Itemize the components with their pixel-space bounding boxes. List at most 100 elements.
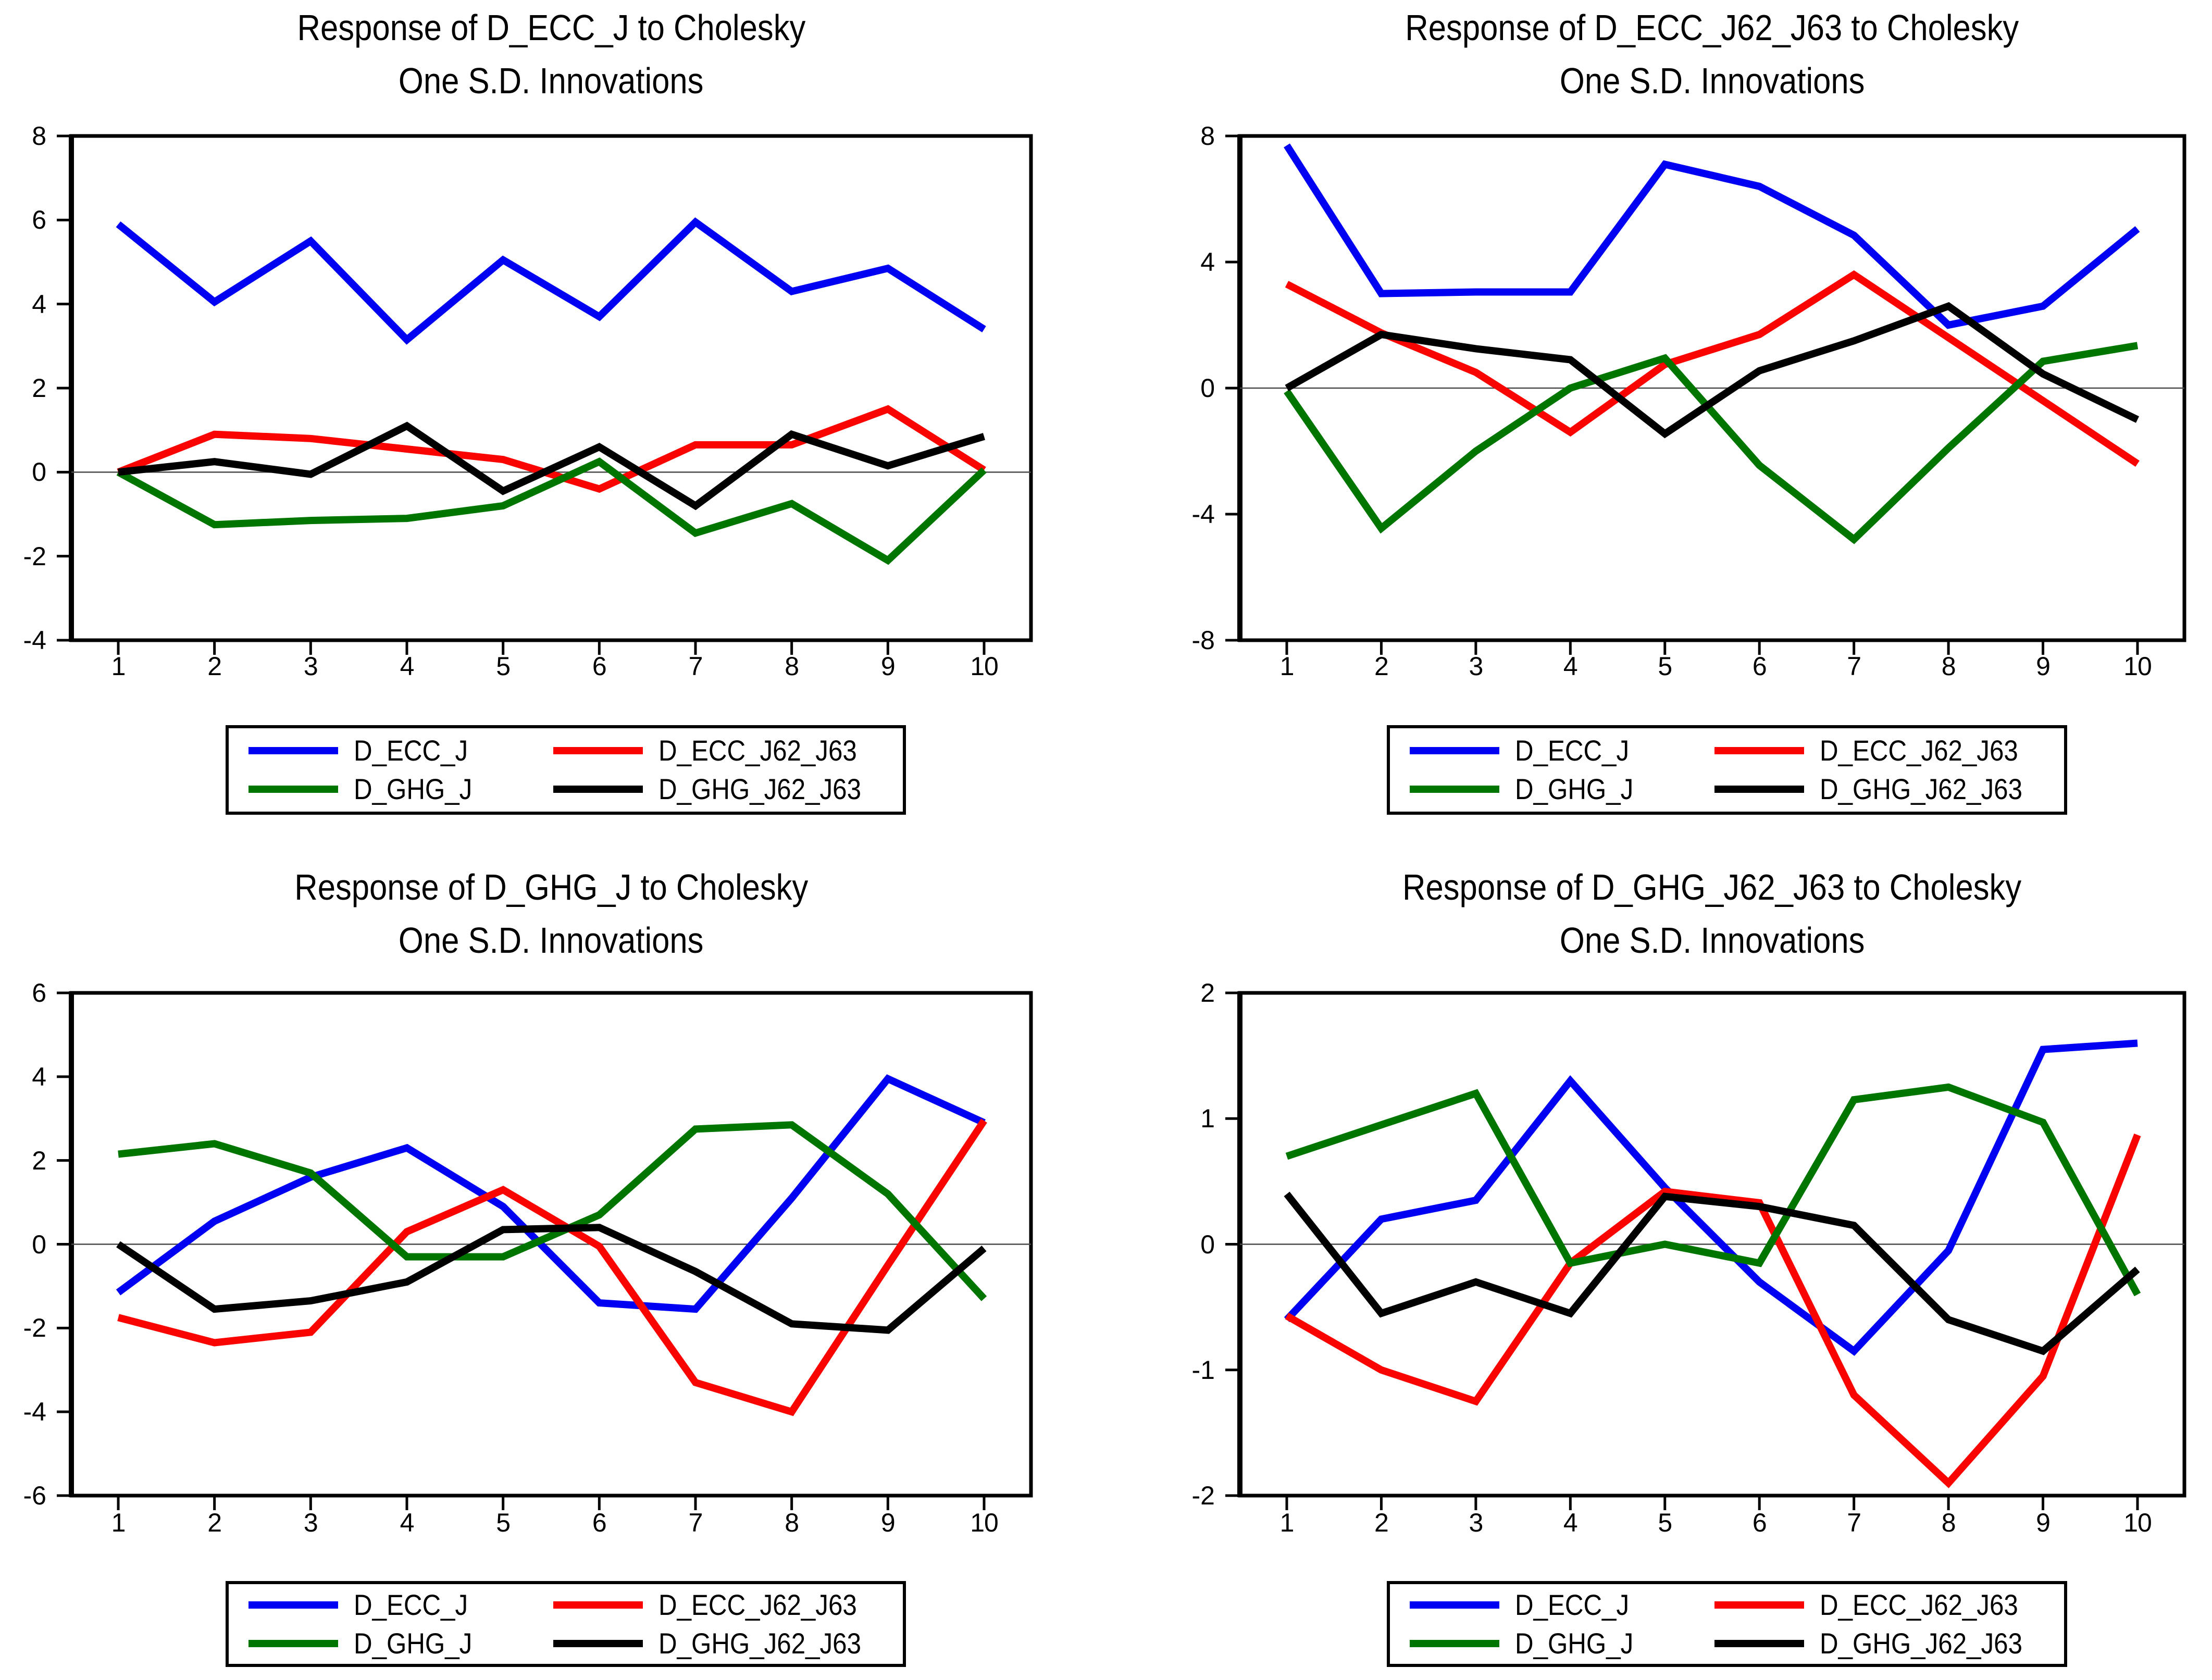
x-tick-label: 7 bbox=[1847, 1508, 1861, 1537]
series-line-D_GHG_J62_J63 bbox=[1284, 1191, 2140, 1355]
legend-item-D_ECC_J62_J63: D_ECC_J62_J63 bbox=[1714, 1589, 2064, 1621]
x-tick-label: 9 bbox=[2036, 1508, 2051, 1537]
legend-label: D_ECC_J62_J63 bbox=[658, 734, 857, 767]
y-tick-label: 8 bbox=[32, 121, 46, 151]
legend-label: D_ECC_J bbox=[354, 734, 468, 767]
y-tick-label: 4 bbox=[32, 1062, 46, 1091]
legend-item-D_GHG_J62_J63: D_GHG_J62_J63 bbox=[553, 774, 903, 805]
panel-title-line1: Response of D_ECC_J to Cholesky bbox=[297, 7, 805, 48]
legend-item-D_ECC_J62_J63: D_ECC_J62_J63 bbox=[1714, 735, 2064, 766]
x-tick-label: 9 bbox=[2036, 652, 2051, 681]
legend-item-D_ECC_J62_J63: D_ECC_J62_J63 bbox=[553, 735, 903, 766]
legend-label: D_GHG_J bbox=[354, 1626, 473, 1660]
x-tick-label: 4 bbox=[1563, 652, 1578, 681]
legend-label: D_GHG_J bbox=[354, 773, 473, 805]
y-tick-label: -2 bbox=[23, 541, 46, 571]
panel-subtitle: One S.D. Innovations bbox=[399, 920, 704, 961]
x-tick-label: 1 bbox=[111, 652, 126, 681]
legend-item-D_GHG_J62_J63: D_GHG_J62_J63 bbox=[1714, 1627, 2064, 1659]
x-tick-label: 7 bbox=[688, 1508, 703, 1537]
y-tick-label: -4 bbox=[23, 1397, 46, 1427]
y-tick-label: 6 bbox=[32, 205, 46, 235]
x-tick-label: 5 bbox=[1658, 1508, 1672, 1537]
x-tick-label: 10 bbox=[2123, 1508, 2152, 1537]
series-line-D_GHG_J62_J63 bbox=[116, 1224, 987, 1334]
x-tick-label: 3 bbox=[303, 652, 318, 681]
series-line-D_ECC_J bbox=[1284, 1039, 2138, 1356]
y-tick-label: 2 bbox=[32, 1146, 46, 1175]
legend-label: D_GHG_J bbox=[1514, 773, 1633, 805]
legend-swatch-D_GHG_J62_J63 bbox=[1714, 1639, 1804, 1647]
y-tick-label: -8 bbox=[1191, 626, 1215, 655]
legend-swatch-D_ECC_J62_J63 bbox=[553, 1601, 643, 1609]
legend-label: D_ECC_J bbox=[1514, 734, 1629, 767]
legend-item-D_ECC_J62_J63: D_ECC_J62_J63 bbox=[553, 1589, 903, 1621]
x-tick-label: 4 bbox=[1563, 1508, 1578, 1537]
legend-label: D_ECC_J62_J63 bbox=[658, 1588, 857, 1621]
legend-swatch-D_ECC_J62_J63 bbox=[1714, 747, 1804, 754]
panel-title-response-d_ghg_j62_j63: Response of D_GHG_J62_J63 to Cholesky One… bbox=[1240, 861, 2184, 967]
panel-title-response-d_ghg_j: Response of D_GHG_J to Cholesky One S.D. … bbox=[71, 861, 1031, 967]
series-line-D_ECC_J62_J63 bbox=[117, 1118, 987, 1416]
panel-subtitle: One S.D. Innovations bbox=[1559, 60, 1865, 101]
x-tick-label: 10 bbox=[970, 652, 999, 681]
legend-swatch-D_ECC_J bbox=[1409, 1601, 1499, 1609]
y-tick-label: -4 bbox=[23, 626, 46, 655]
y-tick-label: -6 bbox=[23, 1481, 46, 1510]
legend-swatch-D_GHG_J bbox=[1409, 786, 1499, 793]
x-tick-label: 6 bbox=[1752, 652, 1767, 681]
x-tick-label: 6 bbox=[1752, 1508, 1767, 1537]
y-tick-label: 6 bbox=[32, 978, 46, 1007]
legend-swatch-D_GHG_J62_J63 bbox=[553, 1639, 643, 1647]
x-tick-label: 5 bbox=[1658, 652, 1672, 681]
series-line-D_GHG_J62_J63 bbox=[118, 421, 986, 511]
legend-item-D_GHG_J: D_GHG_J bbox=[248, 1626, 553, 1660]
series-line-D_GHG_J bbox=[1285, 1083, 2141, 1297]
legend-label: D_GHG_J62_J63 bbox=[658, 1626, 861, 1660]
legend-label: D_GHG_J62_J63 bbox=[658, 773, 861, 805]
x-tick-label: 2 bbox=[1374, 652, 1389, 681]
y-tick-label: 0 bbox=[1200, 374, 1215, 403]
y-tick-label: 2 bbox=[32, 374, 46, 403]
x-tick-label: 2 bbox=[207, 1508, 222, 1537]
legend-swatch-D_GHG_J bbox=[1409, 1639, 1499, 1647]
y-tick-label: 4 bbox=[32, 289, 46, 319]
x-tick-label: 7 bbox=[1847, 652, 1861, 681]
y-tick-label: 0 bbox=[32, 1229, 46, 1259]
x-tick-label: 3 bbox=[303, 1508, 318, 1537]
x-tick-label: 6 bbox=[592, 652, 607, 681]
y-tick-label: -2 bbox=[1191, 1481, 1215, 1510]
legend-swatch-D_ECC_J bbox=[248, 747, 338, 754]
legend-swatch-D_GHG_J62_J63 bbox=[1714, 786, 1804, 793]
legend-label: D_GHG_J62_J63 bbox=[1819, 773, 2022, 805]
x-tick-label: 1 bbox=[111, 1508, 126, 1537]
series-line-D_ECC_J bbox=[116, 1074, 986, 1313]
y-tick-label: 0 bbox=[32, 457, 46, 487]
legend-label: D_ECC_J bbox=[1514, 1588, 1629, 1621]
legend-item-D_GHG_J62_J63: D_GHG_J62_J63 bbox=[1714, 774, 2064, 805]
legend-item-D_GHG_J62_J63: D_GHG_J62_J63 bbox=[553, 1626, 903, 1660]
x-tick-label: 1 bbox=[1279, 1508, 1295, 1537]
legend-swatch-D_GHG_J bbox=[248, 786, 338, 793]
x-tick-label: 10 bbox=[2123, 652, 2152, 681]
legend-swatch-D_ECC_J bbox=[248, 1601, 338, 1609]
x-tick-label: 10 bbox=[970, 1508, 999, 1537]
x-tick-label: 5 bbox=[496, 1508, 511, 1537]
plot-box-response-d_ecc_j bbox=[69, 134, 1033, 642]
legend-swatch-D_ECC_J bbox=[1409, 747, 1499, 754]
panel-title-line1: Response of D_ECC_J62_J63 to Cholesky bbox=[1405, 7, 2019, 48]
legend-response-d_ecc_j: D_ECC_J D_ECC_J62_J63 D_GHG_J D_GHG_J62_J63 bbox=[226, 725, 906, 815]
x-tick-label: 3 bbox=[1469, 652, 1483, 681]
legend-item-D_ECC_J: D_ECC_J bbox=[1409, 734, 1714, 767]
series-line-D_ECC_J bbox=[1284, 143, 2140, 329]
x-tick-label: 8 bbox=[785, 1508, 799, 1537]
panel-title-line1: Response of D_GHG_J to Cholesky bbox=[294, 867, 809, 907]
series-line-D_ECC_J62_J63 bbox=[1285, 1134, 2141, 1488]
legend-swatch-D_ECC_J62_J63 bbox=[1714, 1601, 1804, 1609]
x-tick-label: 6 bbox=[592, 1508, 607, 1537]
y-tick-label: 1 bbox=[1200, 1104, 1215, 1134]
y-tick-label: 0 bbox=[1200, 1229, 1215, 1259]
x-tick-label: 9 bbox=[880, 652, 896, 681]
series-line-D_GHG_J bbox=[1284, 342, 2139, 544]
